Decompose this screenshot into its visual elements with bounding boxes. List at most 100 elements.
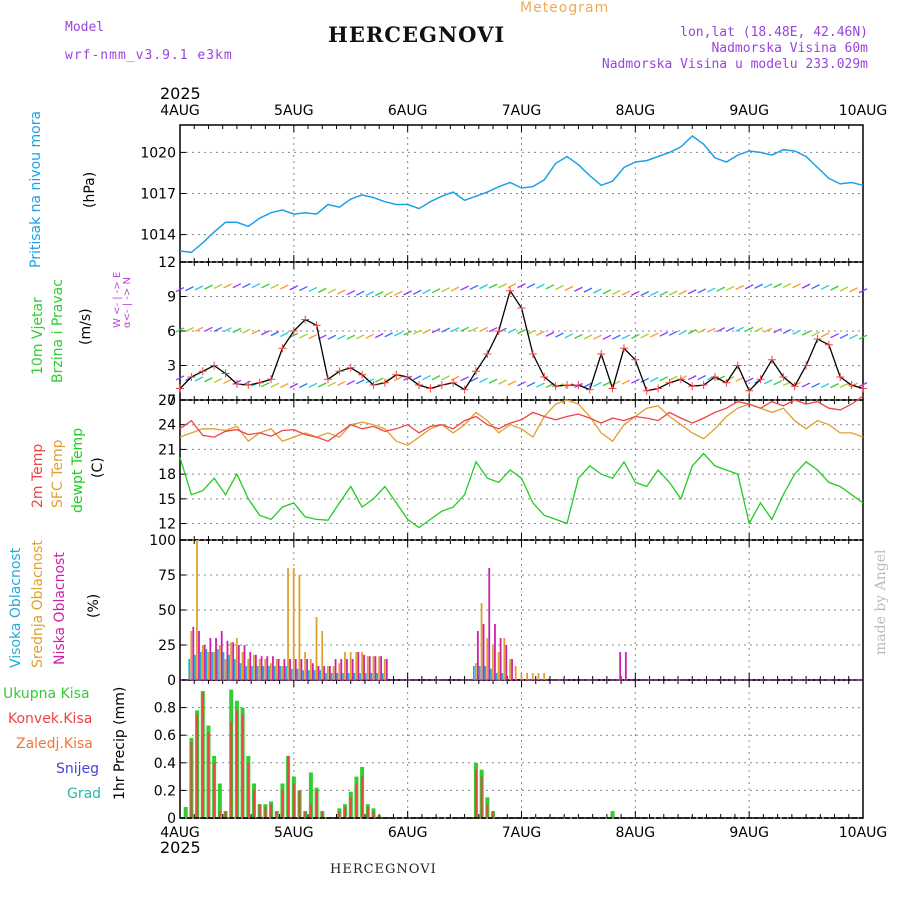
wind-arrow — [175, 375, 185, 381]
cloud-bar-2 — [334, 659, 337, 680]
precip-conv-bar — [247, 762, 250, 818]
wind-arrow — [820, 332, 830, 338]
wind-arrow — [574, 333, 583, 340]
wind-arrow — [716, 375, 725, 381]
cloud-bar-2 — [254, 654, 257, 680]
precip-conv-bar — [349, 797, 352, 818]
wind-arrow — [583, 334, 593, 340]
wind-gust-marker — [176, 384, 184, 393]
wind-arrow — [242, 282, 251, 289]
y-tick-label: 12 — [158, 517, 176, 533]
y-tick-label: 0.8 — [154, 701, 176, 717]
wind-arrow — [261, 330, 270, 336]
wind-arrow — [213, 283, 223, 290]
wind-gust-marker — [437, 381, 446, 390]
wind-arrow — [555, 284, 564, 291]
precip-conv-bar — [321, 811, 324, 818]
wind-arrow — [545, 284, 555, 290]
wind-arrow — [697, 375, 707, 381]
wind-arrow — [612, 334, 621, 340]
cloud-bar-2 — [306, 659, 309, 680]
wind-gust-marker — [278, 344, 287, 353]
wind-arrow — [299, 333, 308, 339]
cloud-bar-0 — [319, 670, 322, 680]
wind-arrow — [706, 327, 716, 333]
wind-arrow — [678, 329, 688, 336]
wind-arrow — [270, 283, 280, 289]
wind-arrow — [650, 332, 659, 338]
wind-arrow — [280, 382, 289, 389]
wind-arrow — [213, 326, 223, 333]
cloud-bar-2 — [203, 645, 206, 680]
wind-arrow — [450, 327, 460, 333]
model-altitude-text: Nadmorska Visina u modelu 233.029m — [601, 57, 868, 72]
cloud-bar-1 — [480, 603, 483, 680]
wind-gust-marker — [380, 378, 389, 387]
cloud-bar-0 — [256, 666, 259, 680]
cloud-bar-0 — [376, 673, 379, 680]
time-label-bottom: 4AUG — [160, 825, 200, 841]
precip-total-bar — [217, 783, 222, 818]
wind-arrow — [839, 333, 849, 339]
wind-arrow — [716, 327, 725, 333]
wind-gust-marker — [847, 381, 856, 390]
cloud-bar-2 — [323, 666, 326, 680]
wind-arrow — [773, 380, 782, 386]
wind-arrow — [650, 291, 659, 297]
wind-arrow — [507, 380, 517, 386]
precip-conv-bar — [304, 811, 307, 818]
cloud-bar-0 — [330, 673, 333, 680]
wind-arrow — [650, 376, 659, 383]
wind-arrow — [754, 327, 763, 333]
y-tick-label: 6 — [167, 324, 176, 340]
wind-arrow — [346, 380, 356, 386]
footer-station: HERCEGNOVI — [330, 862, 437, 877]
wind-arrow — [697, 328, 707, 334]
wind-arrow — [659, 331, 669, 337]
wind-gust-marker — [654, 384, 663, 393]
wind-arrow — [744, 377, 754, 383]
cloud-bar-0 — [364, 673, 367, 680]
cloud-bar-1 — [196, 540, 198, 680]
wind-arrow — [792, 283, 801, 289]
wind-arrow — [640, 291, 650, 297]
y-tick-label: 75 — [158, 568, 176, 584]
time-label-top: 8AUG — [616, 103, 656, 119]
y-tick-label: 0 — [167, 673, 176, 689]
lonlat-text: lon,lat (18.48E, 42.46N) — [680, 25, 868, 40]
cloud-bar-0 — [245, 666, 248, 680]
wind-arrow — [773, 328, 782, 334]
wind-gust-marker — [745, 386, 754, 395]
wind-arrow — [735, 284, 744, 291]
cloud-bar-2 — [385, 659, 388, 680]
wind-arrow — [631, 290, 640, 296]
wind-arrow — [801, 382, 811, 388]
wind-gust-marker — [824, 340, 833, 349]
cloud-bar-2 — [311, 663, 314, 680]
wind-gust-marker — [540, 373, 549, 381]
cloud-bar-2 — [249, 652, 252, 680]
time-label-bottom: 5AUG — [274, 825, 314, 841]
wind-arrow — [204, 377, 213, 383]
wind-arrow — [593, 381, 602, 388]
wind-arrow — [574, 286, 583, 292]
wind-arrow — [336, 289, 346, 295]
precip-conv-bar — [298, 790, 301, 818]
wind-arrow — [242, 328, 251, 334]
wind-arrow — [678, 289, 688, 296]
wind-arrow — [175, 287, 185, 293]
precip-conv-bar — [338, 811, 341, 818]
year-label-top: 2025 — [160, 84, 201, 103]
wind-gust-marker — [346, 363, 355, 372]
wind-arrow — [839, 286, 849, 292]
cloud-bar-2 — [380, 656, 383, 680]
y-tick-label: 9 — [167, 290, 176, 306]
wind-arrow — [687, 289, 697, 295]
wind-arrow — [583, 287, 593, 293]
wind-arrow — [318, 382, 327, 388]
cloud-bar-1 — [372, 656, 375, 680]
wind-arrow — [526, 381, 536, 388]
wind-arrow — [631, 333, 640, 340]
cloud-bar-0 — [302, 670, 305, 680]
